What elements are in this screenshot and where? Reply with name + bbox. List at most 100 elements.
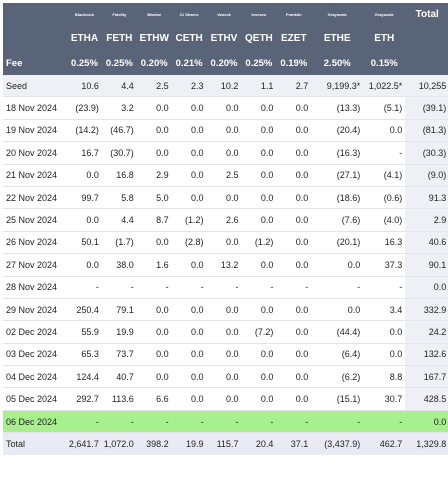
flow-cell: 0.0 (206, 141, 242, 165)
flow-cell: 0.0 (171, 365, 207, 389)
ticker-header-row: ETHA FETH ETHW CETH ETHV QETH EZET ETHE … (3, 25, 448, 51)
flow-cell: 0.0 (276, 119, 312, 143)
row-label: 18 Nov 2024 (3, 96, 67, 120)
row-total-cell: 24.2 (405, 320, 448, 344)
ticker-header: ETHA (67, 25, 102, 51)
flow-cell: 0.0 (171, 343, 207, 367)
fee-label: Fee (3, 51, 67, 75)
fee-cell: 0.20% (206, 51, 242, 75)
issuer-header: Franklin (276, 3, 312, 25)
fee-cell: 0.20% (136, 51, 172, 75)
flow-cell: 13.2 (206, 253, 242, 277)
flow-cell: (3,437.9) (311, 432, 364, 455)
flow-cell: (23.9) (67, 96, 102, 120)
issuer-header: Grayscale (311, 3, 364, 25)
issuer-header-row: Blackrock Fidelity Bitwise 21 Shares Van… (3, 3, 448, 25)
flow-cell: 16.3 (363, 231, 406, 255)
flow-cell: 1,022.5* (363, 75, 406, 98)
flow-row: 28 Nov 2024- - - - - - - - -0.0 (3, 276, 448, 299)
flow-cell: - (67, 276, 102, 299)
flow-cell: - (67, 410, 102, 434)
flow-cell: 0.0 (206, 365, 242, 389)
row-label: 21 Nov 2024 (3, 164, 67, 187)
ticker-header-empty (405, 25, 448, 51)
flow-row: 04 Dec 2024 124.4 40.7 0.0 0.0 0.0 0.0 0.0 (6.2)… (3, 365, 448, 389)
flow-cell: 40.7 (101, 365, 137, 389)
flow-row: 20 Nov 2024 16.7 (30.7) 0.0 0.0 0.0 0.0 0.0 (16.… (3, 141, 448, 165)
flow-cell: 16.8 (101, 164, 137, 187)
flow-cell: (46.7) (101, 119, 137, 143)
flow-cell: 5.0 (136, 186, 172, 210)
flow-cell: 79.1 (101, 298, 137, 322)
flow-cell: 0.0 (241, 141, 277, 165)
flow-cell: 0.0 (206, 231, 242, 255)
flow-row: 29 Nov 2024 250.4 79.1 0.0 0.0 0.0 0.0 0.0 0.0 3.… (3, 298, 448, 322)
total-header: Total (405, 3, 448, 25)
row-total-cell: (9.0) (405, 164, 448, 187)
flow-row: 21 Nov 2024 0.0 16.8 2.9 0.0 2.5 0.0 0.0 (27.1)(… (3, 164, 448, 187)
row-total-cell: (81.3) (405, 119, 448, 143)
row-label: Total (3, 432, 67, 455)
row-label: 25 Nov 2024 (3, 208, 67, 232)
flow-cell: 3.2 (101, 96, 137, 120)
issuer-header: 21 Shares (171, 3, 207, 25)
flow-cell: (7.2) (241, 320, 277, 344)
ticker-header: FETH (101, 25, 137, 51)
flow-cell: 38.0 (101, 253, 137, 277)
flow-cell: 16.7 (67, 141, 102, 165)
flow-cell: (1.2) (241, 231, 277, 255)
flow-cell: - (276, 276, 312, 299)
flow-cell: (20.1) (311, 231, 364, 255)
row-label: 20 Nov 2024 (3, 141, 67, 165)
flow-cell: 0.0 (67, 164, 102, 187)
flow-cell: 37.3 (363, 253, 406, 277)
flow-cell: 0.0 (136, 141, 172, 165)
flow-cell: 2.9 (136, 164, 172, 187)
row-label: 26 Nov 2024 (3, 231, 67, 255)
flow-cell: (1.2) (171, 208, 207, 232)
flow-cell: 124.4 (67, 365, 102, 389)
flow-cell: 0.0 (276, 164, 312, 187)
row-label: 04 Dec 2024 (3, 365, 67, 389)
flow-cell: (4.0) (363, 208, 406, 232)
flow-cell: 8.8 (363, 365, 406, 389)
row-label: 03 Dec 2024 (3, 343, 67, 367)
flow-cell: 0.0 (363, 320, 406, 344)
flow-cell: 0.0 (276, 320, 312, 344)
flow-cell: 9,199.3* (311, 75, 364, 98)
row-total-cell: 91.3 (405, 186, 448, 210)
flow-cell: 73.7 (101, 343, 137, 367)
flow-cell: 0.0 (241, 96, 277, 120)
flow-cell: 0.0 (136, 119, 172, 143)
flow-cell: - (363, 276, 406, 299)
flow-cell: (1.7) (101, 231, 137, 255)
flow-cell: (6.2) (311, 365, 364, 389)
fee-cell-empty (405, 51, 448, 75)
flow-cell: 398.2 (136, 432, 172, 455)
flow-cell: 0.0 (311, 298, 364, 322)
flow-cell: 0.0 (363, 343, 406, 367)
flow-cell: 0.0 (206, 298, 242, 322)
issuer-header: Invesco (241, 3, 277, 25)
flow-cell: 0.0 (241, 164, 277, 187)
flow-cell: (18.6) (311, 186, 364, 210)
flow-cell: - (171, 276, 207, 299)
flow-cell: 0.0 (171, 320, 207, 344)
row-total-cell: 2.9 (405, 208, 448, 232)
flow-cell: - (241, 410, 277, 434)
header-corner (3, 25, 67, 51)
ticker-header: ETHE (311, 25, 364, 51)
flow-cell: 0.0 (276, 141, 312, 165)
flow-row: 25 Nov 2024 0.0 4.4 8.7 (1.2) 2.6 0.0 0.0 (7.6)(… (3, 208, 448, 232)
flow-cell: 3.4 (363, 298, 406, 322)
flow-cell: 0.0 (136, 320, 172, 344)
flow-row: 18 Nov 2024 (23.9) 3.2 0.0 0.0 0.0 0.0 0.0 (13.3… (3, 96, 448, 120)
flow-cell: 0.0 (276, 365, 312, 389)
flow-cell: - (206, 410, 242, 434)
flow-cell: 0.0 (136, 343, 172, 367)
flow-cell: 4.4 (101, 208, 137, 232)
row-label: Seed (3, 75, 67, 98)
flow-cell: 2.5 (206, 164, 242, 187)
row-label: 02 Dec 2024 (3, 320, 67, 344)
ticker-header: CETH (171, 25, 207, 51)
